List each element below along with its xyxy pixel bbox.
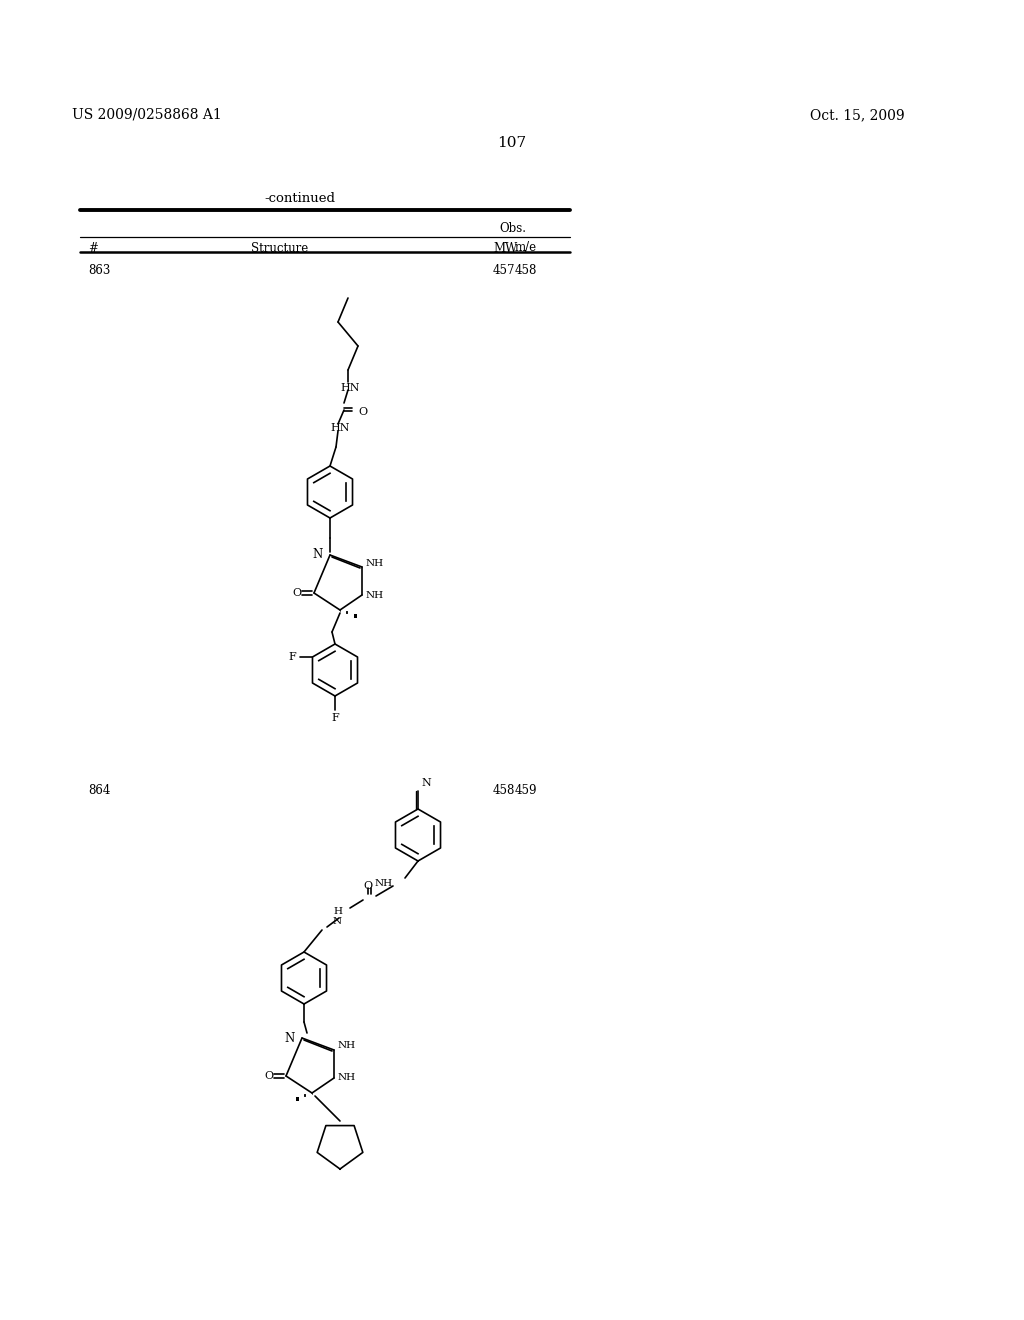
Text: N: N bbox=[285, 1031, 295, 1044]
Text: 457: 457 bbox=[493, 264, 515, 276]
Text: 107: 107 bbox=[498, 136, 526, 150]
Text: NH: NH bbox=[338, 1073, 356, 1082]
Text: O: O bbox=[292, 587, 301, 598]
Text: NH: NH bbox=[375, 879, 393, 887]
Text: F: F bbox=[331, 713, 339, 723]
Text: -continued: -continued bbox=[264, 191, 336, 205]
Text: MW: MW bbox=[493, 242, 517, 255]
Text: N: N bbox=[333, 916, 342, 925]
Text: m/e: m/e bbox=[515, 242, 538, 255]
Text: Obs.: Obs. bbox=[499, 222, 526, 235]
Text: HN: HN bbox=[330, 422, 349, 433]
Text: 864: 864 bbox=[88, 784, 111, 796]
Text: 863: 863 bbox=[88, 264, 111, 276]
Text: HN: HN bbox=[340, 383, 359, 393]
Text: #: # bbox=[88, 242, 98, 255]
Text: NH: NH bbox=[338, 1041, 356, 1051]
Text: US 2009/0258868 A1: US 2009/0258868 A1 bbox=[72, 108, 222, 121]
Text: F: F bbox=[289, 652, 296, 663]
Text: N: N bbox=[312, 549, 323, 561]
Text: N: N bbox=[421, 777, 431, 788]
Text: O: O bbox=[264, 1071, 273, 1081]
Text: NH: NH bbox=[366, 558, 384, 568]
Text: NH: NH bbox=[366, 590, 384, 599]
Text: O: O bbox=[364, 880, 373, 891]
Text: 458: 458 bbox=[515, 264, 538, 276]
Text: 458: 458 bbox=[493, 784, 515, 796]
Text: Structure: Structure bbox=[251, 242, 308, 255]
Text: H: H bbox=[333, 908, 342, 916]
Text: O: O bbox=[358, 407, 368, 417]
Text: 459: 459 bbox=[515, 784, 538, 796]
Text: Oct. 15, 2009: Oct. 15, 2009 bbox=[810, 108, 904, 121]
